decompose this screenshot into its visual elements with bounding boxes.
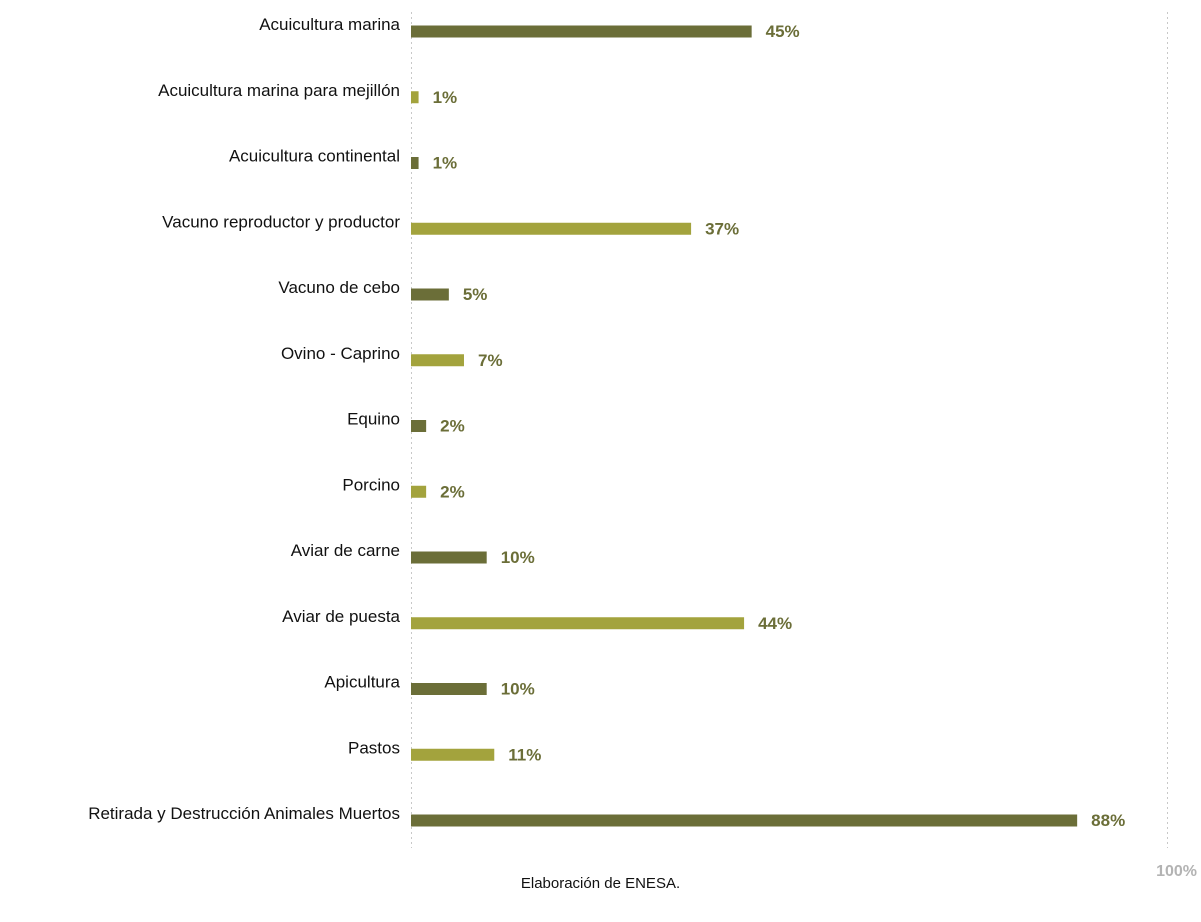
bar-chart: 100% Acuicultura marina 45% Acuicultura mar… [88, 12, 1197, 880]
category-label: Vacuno reproductor y productor [162, 212, 400, 231]
category-label: Acuicultura marina para mejillón [158, 81, 400, 100]
value-label: 45% [766, 22, 800, 41]
bar [411, 748, 495, 761]
bar [411, 91, 419, 104]
source-note: Elaboración de ENESA. [520, 875, 681, 892]
bar [411, 25, 752, 38]
bar [411, 354, 464, 367]
value-label: 44% [758, 614, 792, 633]
category-label: Aviar de carne [291, 541, 400, 560]
value-label: 1% [433, 88, 458, 107]
bar [411, 288, 449, 301]
x-tick-label-100: 100% [1156, 863, 1197, 880]
category-label: Acuicultura continental [229, 147, 400, 166]
value-label: 10% [501, 680, 535, 699]
bar [411, 485, 427, 498]
category-label: Vacuno de cebo [278, 278, 400, 297]
bar [411, 551, 487, 564]
category-label: Retirada y Destrucción Animales Muertos [88, 804, 400, 823]
value-label: 2% [440, 417, 465, 436]
value-label: 88% [1091, 811, 1125, 830]
value-label: 10% [501, 548, 535, 567]
value-label: 1% [433, 154, 458, 173]
value-label: 11% [508, 745, 541, 764]
bar [411, 222, 692, 235]
category-label: Equino [347, 410, 400, 429]
category-label: Pastos [348, 738, 400, 757]
bar [411, 617, 745, 630]
value-label: 5% [463, 285, 488, 304]
value-label: 7% [478, 351, 503, 370]
category-label: Porcino [342, 475, 400, 494]
category-label: Acuicultura marina [259, 15, 400, 34]
bar [411, 420, 427, 432]
bar [411, 157, 419, 169]
bar [411, 814, 1078, 827]
category-label: Ovino - Caprino [281, 344, 400, 363]
category-label: Apicultura [324, 673, 400, 692]
value-label: 37% [705, 219, 739, 238]
bar [411, 683, 487, 695]
value-label: 2% [440, 482, 465, 501]
category-label: Aviar de puesta [282, 607, 400, 626]
